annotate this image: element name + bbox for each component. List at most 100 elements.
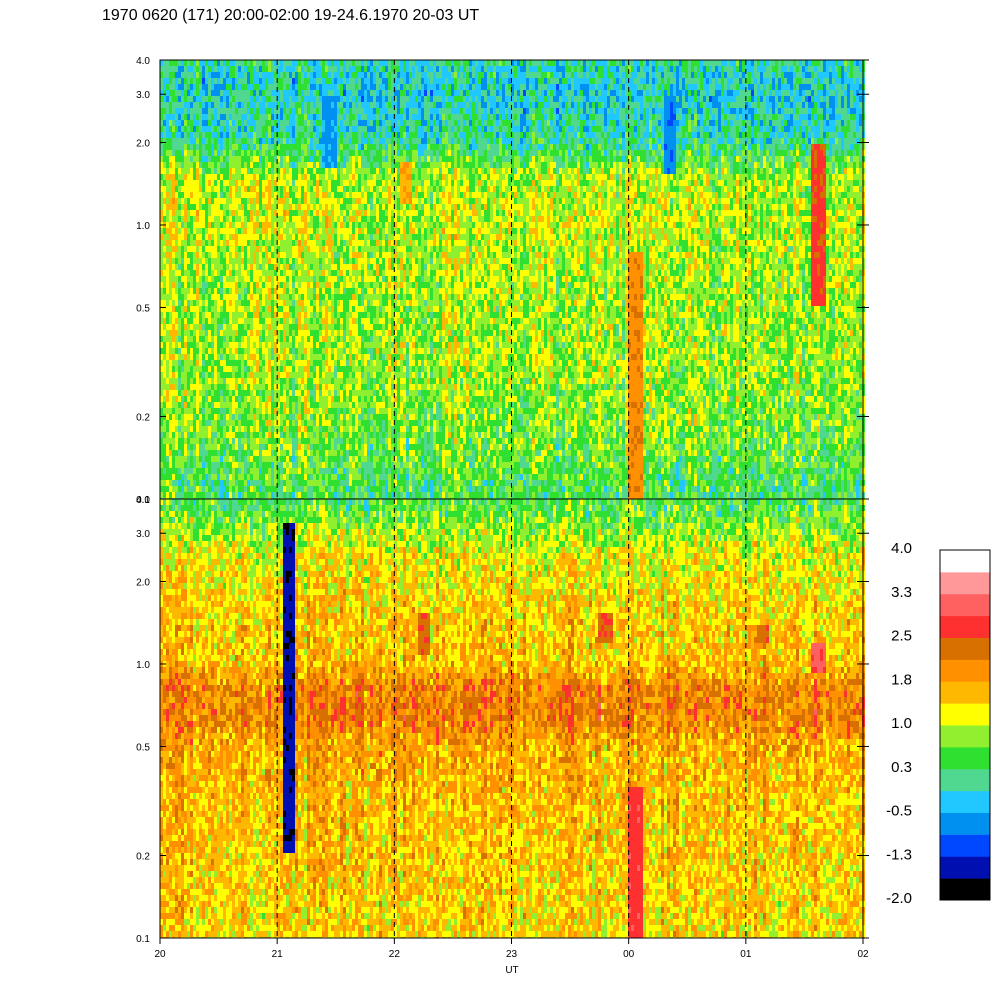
spectrogram-cell [265, 456, 268, 462]
spectrogram-cell [184, 486, 187, 492]
spectrogram-cell [175, 156, 178, 162]
spectrogram-cell [199, 258, 202, 264]
spectrogram-cell [181, 126, 184, 132]
spectrogram-cell [214, 282, 217, 288]
spectrogram-cell [196, 414, 199, 420]
spectrogram-cell [274, 372, 277, 378]
spectrogram-cell [307, 372, 310, 378]
spectrogram-cell [205, 264, 208, 270]
spectrogram-cell [226, 456, 229, 462]
spectrogram-cell [163, 318, 166, 324]
spectrogram-cell [172, 396, 175, 402]
spectrogram-cell [229, 252, 232, 258]
spectrogram-cell [235, 246, 238, 252]
spectrogram-cell [232, 474, 235, 480]
spectrogram-cell [250, 222, 253, 228]
spectrogram-cell [169, 372, 172, 378]
spectrogram-cell [295, 354, 298, 360]
spectrogram-cell [292, 96, 295, 102]
spectrogram-cell [238, 312, 241, 318]
spectrogram-cell [283, 168, 286, 174]
spectrogram-cell [172, 84, 175, 90]
spectrogram-cell [292, 222, 295, 228]
spectrogram-cell [271, 90, 274, 96]
spectrogram-cell [280, 132, 283, 138]
spectrogram-cell [214, 174, 217, 180]
spectrogram-cell [292, 480, 295, 486]
spectrogram-cell [163, 384, 166, 390]
spectrogram-cell [256, 294, 259, 300]
spectrogram-cell [217, 144, 220, 150]
spectrogram-cell [172, 234, 175, 240]
spectrogram-cell [304, 384, 307, 390]
spectrogram-cell [190, 96, 193, 102]
spectrogram-cell [172, 180, 175, 186]
spectrogram-cell [232, 102, 235, 108]
spectrogram-cell [238, 408, 241, 414]
spectrogram-cell [244, 402, 247, 408]
spectrogram-cell [217, 462, 220, 468]
spectrogram-cell [199, 312, 202, 318]
spectrogram-cell [247, 216, 250, 222]
spectrogram-cell [283, 84, 286, 90]
spectrogram-cell [283, 348, 286, 354]
spectrogram-cell [223, 378, 226, 384]
spectrogram-cell [214, 348, 217, 354]
spectrogram-cell [253, 204, 256, 210]
spectrogram-cell [271, 348, 274, 354]
spectrogram-cell [238, 492, 241, 498]
spectrogram-cell [253, 66, 256, 72]
spectrogram-cell [232, 480, 235, 486]
spectrogram-cell [178, 66, 181, 72]
spectrogram-cell [211, 234, 214, 240]
spectrogram-cell [295, 198, 298, 204]
spectrogram-cell [310, 426, 313, 432]
spectrogram-cell [232, 360, 235, 366]
spectrogram-cell [304, 216, 307, 222]
spectrogram-cell [247, 114, 250, 120]
spectrogram-cell [280, 204, 283, 210]
spectrogram-cell [178, 60, 181, 66]
spectrogram-cell [298, 468, 301, 474]
spectrogram-cell [256, 312, 259, 318]
spectrogram-cell [229, 174, 232, 180]
spectrogram-cell [241, 162, 244, 168]
spectrogram-cell [202, 180, 205, 186]
spectrogram-cell [205, 66, 208, 72]
spectrogram-cell [265, 270, 268, 276]
spectrogram-cell [220, 96, 223, 102]
spectrogram-cell [256, 282, 259, 288]
spectrogram-cell [187, 444, 190, 450]
spectrogram-cell [217, 426, 220, 432]
spectrogram-cell [205, 366, 208, 372]
spectrogram-cell [226, 474, 229, 480]
spectrogram-cell [226, 216, 229, 222]
spectrogram-cell [289, 138, 292, 144]
spectrogram-cell [280, 432, 283, 438]
spectrogram-cell [178, 264, 181, 270]
spectrogram-cell [295, 228, 298, 234]
spectrogram-cell [256, 60, 259, 66]
spectrogram-cell [166, 288, 169, 294]
spectrogram-cell [244, 462, 247, 468]
spectrogram-cell [292, 228, 295, 234]
spectrogram-cell [172, 186, 175, 192]
spectrogram-cell [283, 138, 286, 144]
spectrogram-cell [199, 444, 202, 450]
spectrogram-cell [226, 252, 229, 258]
spectrogram-cell [178, 180, 181, 186]
spectrogram-cell [175, 210, 178, 216]
spectrogram-cell [310, 384, 313, 390]
spectrogram-cell [229, 300, 232, 306]
spectrogram-cell [163, 330, 166, 336]
spectrogram-cell [241, 114, 244, 120]
spectrogram-cell [241, 126, 244, 132]
spectrogram-cell [250, 252, 253, 258]
spectrogram-cell [310, 60, 313, 66]
spectrogram-cell [184, 186, 187, 192]
spectrogram-cell [241, 432, 244, 438]
spectrogram-cell [289, 456, 292, 462]
spectrogram-cell [226, 438, 229, 444]
spectrogram-cell [199, 456, 202, 462]
spectrogram-cell [232, 420, 235, 426]
